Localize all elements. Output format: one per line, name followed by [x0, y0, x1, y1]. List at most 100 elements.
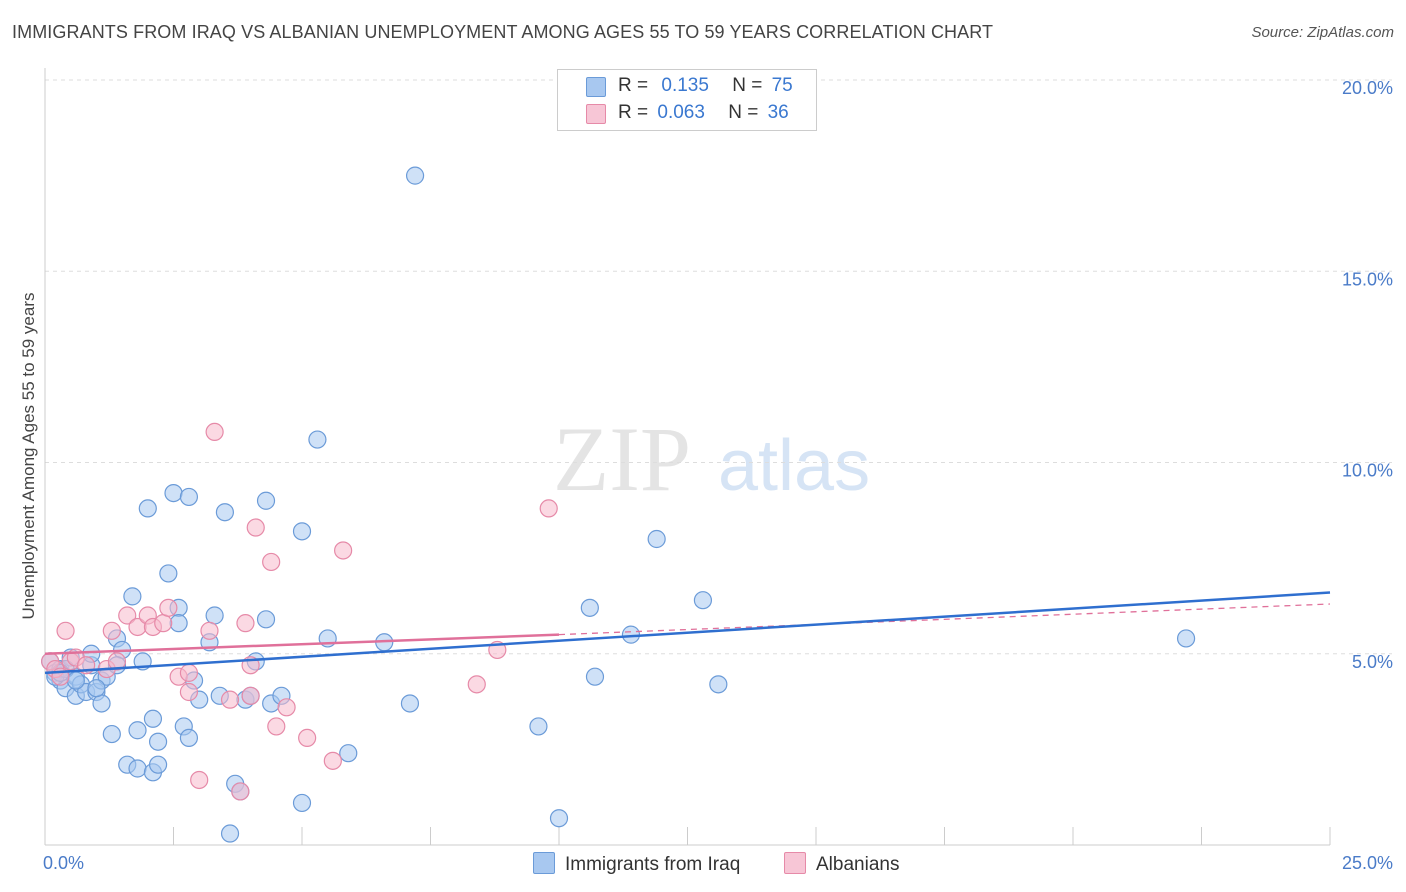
albanian-point — [334, 541, 353, 560]
legend: R = 0.135 N = 75 R = 0.063 N = 36 — [557, 69, 817, 131]
albanian-point — [241, 686, 260, 705]
source-label: Source: ZipAtlas.com — [1251, 24, 1394, 41]
albanian-point — [190, 770, 209, 790]
albanian-point — [246, 518, 265, 537]
legend-n-value-albanians: 36 — [767, 102, 789, 123]
albanian-point — [102, 621, 121, 640]
x-tick-labels: 0.0% 25.0% — [43, 853, 1393, 873]
albanian-point — [467, 675, 486, 694]
iraq-point — [220, 824, 240, 843]
iraq-point — [215, 503, 234, 522]
y-tick-label: 10.0% — [1342, 461, 1393, 481]
iraq-point — [292, 522, 312, 541]
y-tick-label: 15.0% — [1342, 269, 1393, 289]
iraq-point — [647, 529, 666, 549]
iraq-point — [128, 721, 147, 740]
iraq-point — [405, 166, 425, 185]
iraq-point — [169, 614, 188, 633]
iraq-point — [148, 755, 168, 774]
bottom-legend-label-iraq: Immigrants from Iraq — [565, 854, 741, 875]
axes — [44, 68, 1331, 846]
legend-n-label: N = — [732, 75, 763, 96]
albanian-point — [262, 552, 281, 572]
y-tick-label: 20.0% — [1342, 78, 1393, 98]
albanian-point — [107, 652, 127, 671]
y-axis-label: Unemployment Among Ages 55 to 59 years — [19, 293, 38, 620]
iraq-point — [709, 675, 728, 694]
iraq-point — [179, 487, 199, 507]
albanian-point — [539, 499, 558, 518]
iraq-point — [179, 728, 199, 748]
iraq-point — [164, 484, 183, 503]
iraq-point — [400, 694, 420, 713]
bottom-legend-iraq: Immigrants from Iraq — [533, 852, 740, 876]
iraq-point — [549, 809, 569, 828]
legend-row-albanians: R = 0.063 N = 36 — [618, 102, 789, 124]
albanian-point — [179, 663, 199, 682]
albanian-trend-line — [44, 633, 560, 655]
x-tick-label: 25.0% — [1342, 853, 1393, 873]
iraq-point — [92, 694, 111, 713]
watermark: ZIP atlas — [553, 408, 870, 510]
albanian-point — [236, 614, 255, 633]
legend-r-value-albanians: 0.063 — [657, 102, 705, 123]
albanian-point — [205, 422, 224, 441]
albanian-point — [220, 690, 240, 709]
x-tick-label: 0.0% — [43, 853, 84, 873]
albanian-point — [159, 598, 178, 617]
bottom-legend-swatch-iraq — [533, 852, 555, 874]
watermark-atlas: atlas — [718, 426, 870, 506]
albanian-point — [200, 621, 219, 640]
bottom-legend-albanians: Albanians — [784, 852, 899, 876]
iraq-point — [123, 587, 142, 606]
albanian-point — [298, 728, 317, 748]
legend-n-label: N = — [728, 102, 759, 123]
iraq-point — [128, 759, 147, 778]
albanian-point — [267, 717, 286, 736]
iraq-point — [138, 499, 157, 518]
iraq-point — [529, 717, 548, 736]
albanian-trend-dashed — [558, 603, 1331, 636]
legend-r-label: R = — [618, 75, 649, 96]
legend-r-label: R = — [618, 102, 649, 123]
albanian-point — [231, 782, 250, 801]
watermark-zip: ZIP — [553, 408, 691, 510]
iraq-point — [1176, 629, 1196, 648]
legend-r-value-iraq: 0.135 — [661, 75, 709, 96]
chart-title: IMMIGRANTS FROM IRAQ VS ALBANIAN UNEMPLO… — [12, 22, 994, 42]
legend-swatch-iraq — [586, 77, 606, 97]
bottom-legend-label-albanians: Albanians — [816, 854, 900, 875]
legend-n-value-iraq: 75 — [771, 75, 793, 96]
iraq-point — [585, 667, 605, 686]
albanian-point — [118, 606, 137, 625]
iraq-point — [339, 744, 358, 763]
bottom-legend-swatch-albanians — [784, 852, 806, 874]
iraq-point — [693, 591, 713, 610]
iraq-point — [102, 724, 121, 744]
iraq-point — [256, 610, 276, 629]
y-tick-labels: 5.0% 10.0% 15.0% 20.0% — [1342, 78, 1393, 672]
trend-lines — [44, 591, 1331, 675]
iraq-trend-line — [44, 591, 1331, 675]
iraq-point — [143, 709, 163, 728]
iraq-point — [87, 679, 106, 698]
albanian-point — [154, 614, 173, 633]
scatter-points — [41, 166, 1196, 843]
iraq-point — [66, 671, 85, 690]
iraq-point — [308, 430, 327, 449]
albanian-point — [179, 682, 199, 702]
albanian-point — [56, 621, 75, 640]
iraq-point — [205, 606, 224, 625]
iraq-point — [580, 598, 599, 617]
y-axis-label-text: Unemployment Among Ages 55 to 59 years — [19, 293, 38, 620]
albanian-point — [277, 698, 296, 717]
albanian-point — [323, 751, 342, 770]
gridlines — [45, 79, 1392, 655]
legend-swatch-albanians — [586, 104, 606, 124]
iraq-point — [148, 732, 168, 751]
iraq-point — [256, 491, 276, 510]
iraq-point — [159, 564, 178, 583]
iraq-point — [292, 793, 312, 813]
legend-row-iraq: R = 0.135 N = 75 — [618, 75, 793, 97]
